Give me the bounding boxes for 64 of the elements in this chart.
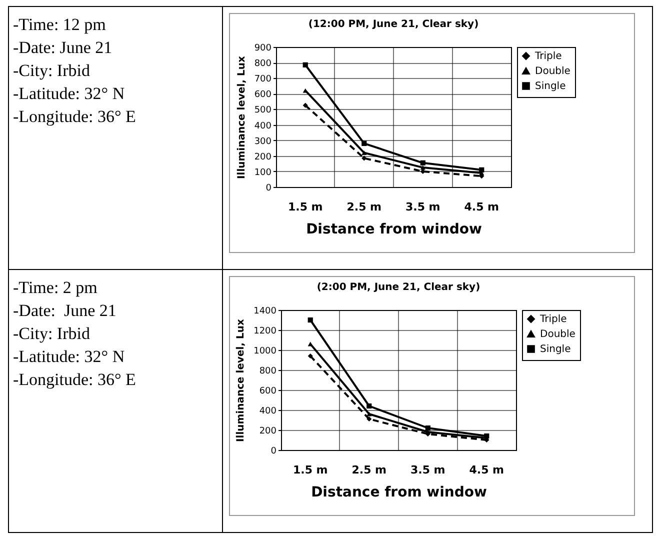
text: -Latitude: 32° N bbox=[13, 83, 126, 105]
text: -Time: 12 pm bbox=[13, 14, 107, 36]
y-tick-label: 600 bbox=[254, 90, 272, 100]
point bbox=[362, 140, 367, 146]
text: -Date: June 21 bbox=[13, 300, 118, 322]
y-tick-label: 100 bbox=[254, 168, 272, 178]
x-tick-label: 2.5 m bbox=[346, 200, 382, 214]
y-tick-label: 400 bbox=[254, 121, 272, 132]
y-tick-label: 300 bbox=[254, 136, 272, 147]
point bbox=[366, 403, 372, 409]
y-tick-label: 1000 bbox=[254, 346, 277, 356]
point bbox=[308, 353, 313, 359]
y-tick-label: 200 bbox=[259, 426, 277, 436]
y-axis-title: Illuminance level, Lux bbox=[236, 318, 247, 442]
text: -Latitude: 32° N bbox=[13, 346, 126, 368]
point bbox=[425, 425, 430, 431]
x-axis-title: Distance from window bbox=[311, 484, 488, 500]
point bbox=[302, 102, 308, 108]
legend-label: Triple bbox=[539, 314, 567, 325]
y-tick-label: 1400 bbox=[254, 306, 277, 316]
x-axis-title: Distance from window bbox=[306, 222, 482, 238]
y-tick-label: 900 bbox=[254, 44, 272, 54]
text: -Time: 2 pm bbox=[13, 277, 98, 299]
chart-title: (2:00 PM, June 21, Clear sky) bbox=[316, 282, 480, 293]
x-tick-label: 3.5 m bbox=[410, 464, 446, 476]
point bbox=[420, 160, 426, 166]
legend-label: Double bbox=[540, 329, 576, 340]
y-tick-label: 200 bbox=[254, 152, 272, 162]
legend-label: Single bbox=[535, 81, 566, 92]
point bbox=[308, 317, 313, 323]
y-tick-label: 600 bbox=[259, 386, 277, 396]
y-tick-label: 800 bbox=[259, 366, 277, 376]
x-tick-label: 1.5 m bbox=[292, 464, 328, 476]
y-tick-label: 500 bbox=[254, 106, 272, 116]
text: -City: Irbid bbox=[13, 60, 91, 82]
legend-label: Double bbox=[535, 66, 570, 77]
text: -Longitude: 36° E bbox=[13, 106, 137, 128]
y-tick-label: 0 bbox=[270, 446, 277, 456]
point bbox=[479, 167, 484, 172]
point bbox=[420, 165, 426, 170]
point bbox=[302, 62, 308, 68]
point bbox=[366, 412, 372, 416]
point bbox=[362, 150, 367, 155]
y-axis-title: Illuminance level, Lux bbox=[236, 56, 248, 179]
y-tick-label: 400 bbox=[259, 406, 277, 416]
point bbox=[302, 88, 308, 93]
text: -Date: June 21 bbox=[13, 37, 114, 59]
y-tick-label: 800 bbox=[254, 59, 272, 70]
text: -City: Irbid bbox=[13, 323, 91, 345]
point bbox=[308, 342, 313, 346]
y-tick-label: 1200 bbox=[254, 326, 277, 336]
text: -Longitude: 36° E bbox=[13, 369, 137, 391]
x-tick-label: 3.5 m bbox=[405, 200, 440, 214]
point bbox=[366, 416, 372, 422]
y-tick-label: 700 bbox=[254, 74, 272, 85]
x-tick-label: 2.5 m bbox=[352, 464, 387, 476]
point bbox=[362, 156, 367, 161]
chart-title: (12:00 PM, June 21, Clear sky) bbox=[308, 19, 479, 30]
y-tick-label: 0 bbox=[266, 184, 272, 194]
legend-label: Single bbox=[540, 344, 571, 355]
x-tick-label: 4.5 m bbox=[464, 200, 500, 214]
legend-label: Triple bbox=[534, 51, 562, 62]
x-tick-label: 4.5 m bbox=[469, 464, 504, 476]
x-tick-label: 1.5 m bbox=[288, 200, 323, 214]
